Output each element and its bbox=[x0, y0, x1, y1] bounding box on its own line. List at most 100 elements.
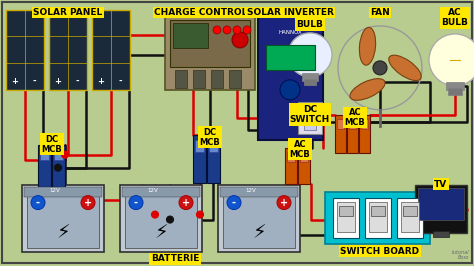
Circle shape bbox=[197, 211, 203, 218]
Bar bbox=[195, 140, 204, 152]
Bar bbox=[285, 148, 297, 184]
Bar bbox=[175, 70, 187, 88]
Text: AC
MCB: AC MCB bbox=[345, 108, 365, 127]
Bar bbox=[371, 206, 385, 215]
Circle shape bbox=[280, 80, 300, 100]
Bar bbox=[433, 231, 449, 236]
Bar bbox=[448, 88, 462, 95]
Bar bbox=[218, 185, 300, 252]
Bar bbox=[220, 187, 298, 197]
Bar bbox=[347, 115, 358, 153]
Text: TV: TV bbox=[434, 180, 447, 189]
Text: +: + bbox=[55, 77, 62, 86]
Text: +: + bbox=[11, 77, 18, 86]
Bar bbox=[359, 115, 370, 153]
Text: SOLAR INVERTER: SOLAR INVERTER bbox=[246, 8, 333, 17]
Text: ⚡: ⚡ bbox=[154, 223, 168, 243]
Text: -: - bbox=[134, 198, 138, 207]
Text: 12V: 12V bbox=[246, 188, 256, 193]
Bar bbox=[22, 185, 104, 252]
Circle shape bbox=[232, 32, 248, 48]
Circle shape bbox=[179, 196, 193, 210]
Bar bbox=[223, 195, 295, 247]
Bar bbox=[27, 195, 99, 247]
Bar bbox=[120, 185, 202, 252]
Text: +: + bbox=[98, 77, 104, 86]
Text: +: + bbox=[182, 198, 190, 207]
Text: DC
MCB: DC MCB bbox=[42, 135, 63, 154]
Ellipse shape bbox=[359, 27, 375, 65]
Bar bbox=[304, 120, 316, 130]
Circle shape bbox=[243, 26, 251, 34]
Bar bbox=[298, 148, 310, 184]
Text: CHARGE CONTROLLER: CHARGE CONTROLLER bbox=[154, 8, 266, 17]
Circle shape bbox=[277, 196, 291, 210]
Bar bbox=[446, 82, 464, 90]
Bar bbox=[337, 119, 344, 129]
Bar bbox=[304, 106, 316, 116]
Text: DC
BULB: DC BULB bbox=[297, 10, 323, 29]
Bar bbox=[54, 150, 63, 160]
Text: AC
MCB: AC MCB bbox=[290, 140, 310, 159]
Bar bbox=[298, 102, 322, 134]
Bar bbox=[302, 73, 318, 81]
Bar bbox=[339, 206, 353, 215]
Bar bbox=[369, 202, 387, 231]
Circle shape bbox=[288, 33, 332, 77]
Text: DC
MCB: DC MCB bbox=[200, 128, 220, 147]
Text: -: - bbox=[75, 77, 79, 86]
Bar bbox=[122, 187, 200, 197]
Text: HANNOX: HANNOX bbox=[278, 30, 302, 35]
Bar bbox=[193, 135, 206, 183]
Circle shape bbox=[373, 61, 387, 75]
Bar bbox=[173, 23, 208, 48]
Bar bbox=[337, 202, 355, 231]
Bar bbox=[335, 115, 346, 153]
Text: SWITCH BOARD: SWITCH BOARD bbox=[340, 247, 419, 256]
Bar bbox=[40, 150, 49, 160]
Ellipse shape bbox=[350, 79, 385, 100]
Bar bbox=[125, 195, 197, 247]
Circle shape bbox=[129, 196, 143, 210]
Text: -: - bbox=[32, 77, 36, 86]
Bar bbox=[266, 45, 315, 70]
Text: tutorial
Boss: tutorial Boss bbox=[451, 250, 469, 260]
Text: FAN: FAN bbox=[370, 8, 390, 17]
Bar bbox=[258, 10, 323, 140]
Text: BATTERIE: BATTERIE bbox=[151, 255, 199, 264]
Bar bbox=[207, 135, 220, 183]
Circle shape bbox=[31, 196, 45, 210]
Circle shape bbox=[55, 164, 62, 171]
Text: -: - bbox=[232, 198, 236, 207]
Circle shape bbox=[81, 196, 95, 210]
Text: AC
BULB: AC BULB bbox=[442, 8, 468, 27]
Circle shape bbox=[166, 216, 173, 223]
Bar bbox=[403, 206, 417, 215]
Bar bbox=[229, 70, 241, 88]
Bar bbox=[24, 187, 102, 197]
Bar bbox=[349, 119, 356, 129]
Text: 12V: 12V bbox=[50, 188, 60, 193]
Bar bbox=[325, 192, 430, 243]
Circle shape bbox=[233, 26, 241, 34]
Bar bbox=[49, 10, 87, 90]
Bar bbox=[361, 119, 368, 129]
Bar bbox=[209, 140, 218, 152]
Text: +: + bbox=[84, 198, 92, 207]
Text: DC
SWITCH: DC SWITCH bbox=[290, 105, 330, 124]
Circle shape bbox=[223, 26, 231, 34]
Text: -: - bbox=[118, 77, 122, 86]
Bar bbox=[365, 198, 391, 238]
Text: ⚡: ⚡ bbox=[56, 223, 70, 243]
Text: -: - bbox=[36, 198, 40, 207]
Bar bbox=[304, 79, 316, 85]
Circle shape bbox=[213, 26, 221, 34]
Bar bbox=[92, 10, 130, 90]
Bar bbox=[300, 152, 308, 162]
Bar bbox=[38, 145, 51, 187]
Circle shape bbox=[62, 151, 69, 158]
Bar bbox=[193, 70, 205, 88]
Ellipse shape bbox=[389, 55, 421, 81]
Bar bbox=[401, 202, 419, 231]
Bar bbox=[170, 20, 250, 67]
